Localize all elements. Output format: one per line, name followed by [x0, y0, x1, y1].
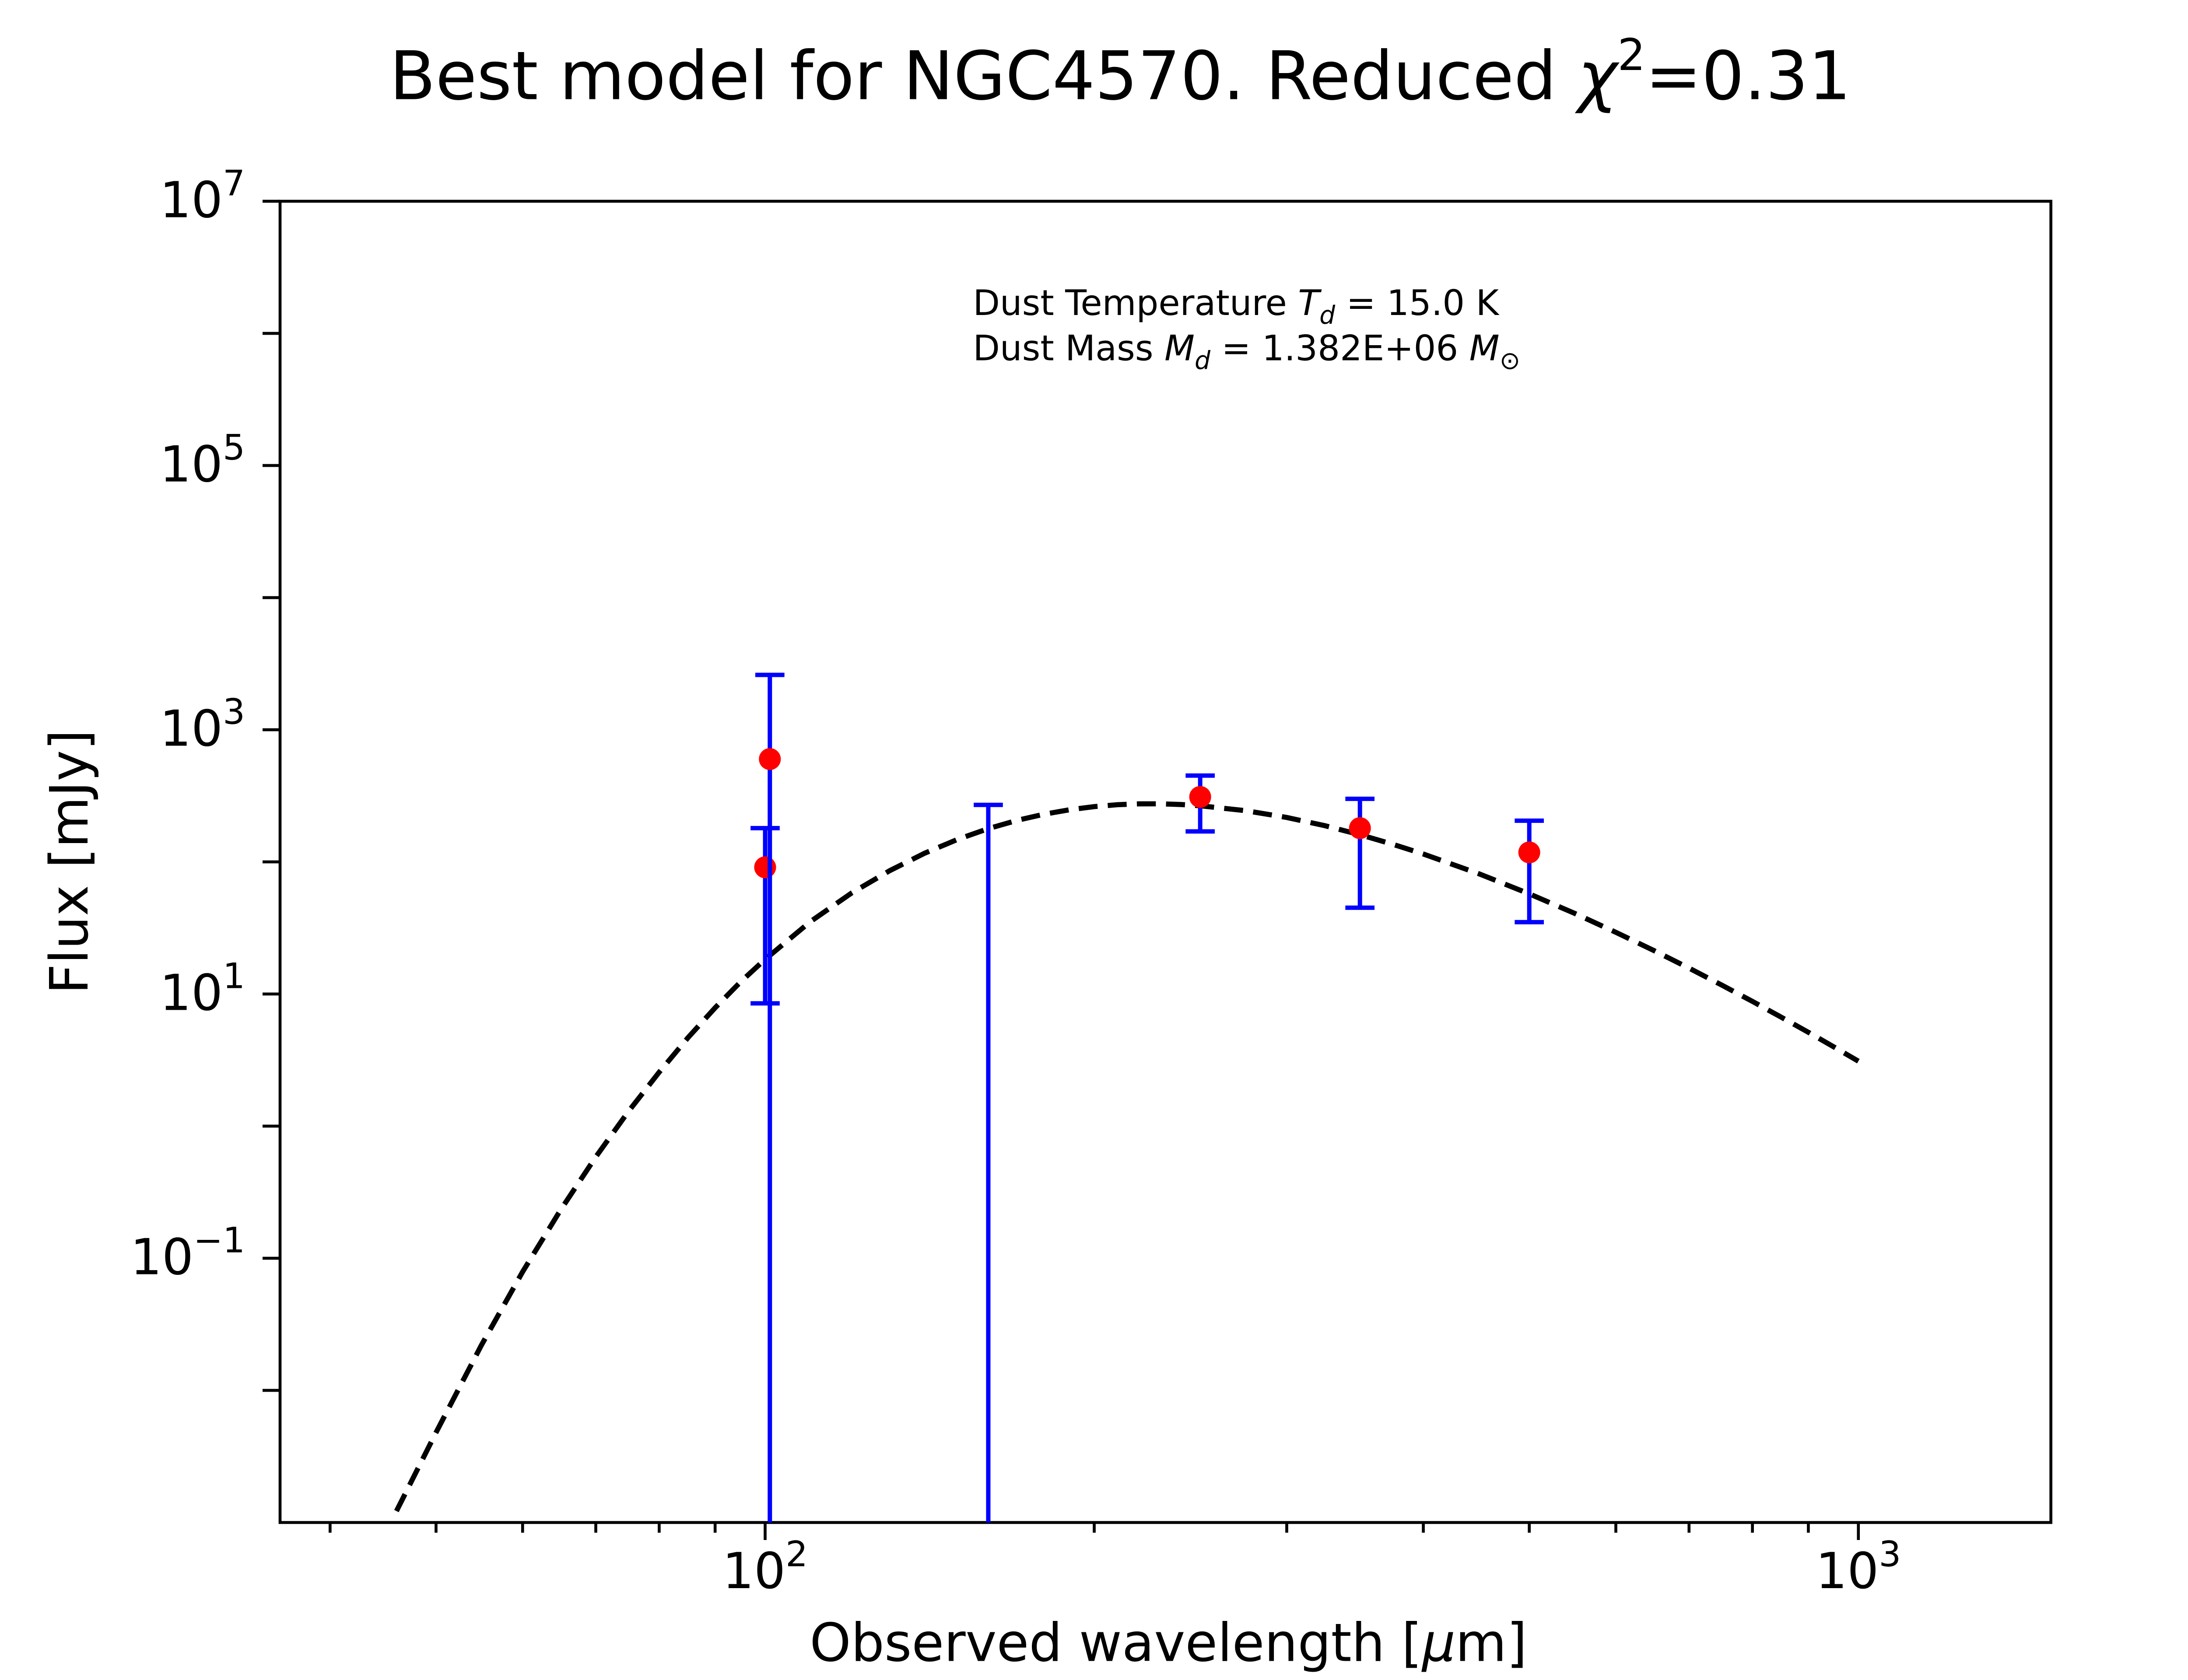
x-tick-label-100-base: 10 — [722, 1542, 785, 1600]
y-axis-label: Flux [mJy] — [39, 730, 100, 994]
data-point-6 — [1518, 841, 1540, 864]
x-axis-label-unit: m] — [1455, 1613, 1527, 1674]
model-curve — [394, 801, 1860, 1512]
observation-4 — [1185, 773, 1215, 834]
y-tick-label-1-base: 10 — [160, 964, 223, 1022]
y-tick-label-5-exp: 5 — [223, 427, 245, 468]
chart-title-chi: χ — [1575, 38, 1620, 116]
x-tick-label-1000: 103 — [1816, 1534, 1901, 1600]
y-tick-label-7-base: 10 — [160, 172, 223, 229]
annotation-line-2-mid: = 1.382E+06 — [1210, 328, 1469, 368]
y-tick-label-3: 103 — [160, 692, 245, 758]
x-tick-label-100-exp: 2 — [785, 1534, 808, 1575]
x-tick-label-1000-exp: 3 — [1879, 1534, 1901, 1575]
data-point-5 — [1349, 817, 1371, 839]
observation-1 — [750, 826, 780, 1006]
y-tick-label-−1-base: 10 — [130, 1228, 193, 1286]
model-layer — [394, 801, 1860, 1512]
annotation-line-2: Dust Mass Md = 1.382E+06 M⊙ — [973, 328, 1520, 375]
chart-title-sup: 2 — [1617, 29, 1645, 80]
chart-title-main: Best model for NGC4570. Reduced — [389, 38, 1578, 116]
annotation-line-2-sub-2: ⊙ — [1500, 346, 1520, 375]
data-point-2 — [759, 748, 781, 770]
y-tick-label-5-base: 10 — [160, 436, 223, 494]
x-tick-label-100: 102 — [722, 1534, 808, 1600]
annotation-line-1: Dust Temperature Td = 15.0 K — [973, 283, 1500, 330]
y-tick-label-5: 105 — [160, 427, 245, 494]
chart-title-value: =0.31 — [1645, 38, 1851, 116]
observation-layer — [750, 672, 1544, 1522]
axes-frame — [278, 200, 2052, 1524]
x-tick-label-1000-base: 10 — [1816, 1542, 1879, 1600]
y-tick-label-1-exp: 1 — [223, 956, 245, 997]
observation-6 — [1515, 818, 1544, 924]
annotation-line-2-symbol-2: M — [1469, 328, 1500, 368]
data-point-4 — [1189, 786, 1211, 808]
annotation-line-1-suffix: = 15.0 K — [1335, 283, 1500, 323]
x-axis-label-mu: μ — [1421, 1613, 1455, 1674]
y-tick-label-7-exp: 7 — [223, 163, 245, 204]
x-tick-layer: 102 103 — [328, 1522, 1901, 1600]
x-axis-label: Observed wavelength [μm] — [810, 1613, 1527, 1674]
observation-2 — [755, 672, 785, 1522]
y-tick-label-−1: 10−1 — [130, 1220, 245, 1286]
y-tick-label-1: 101 — [160, 956, 245, 1022]
x-axis-label-main: Observed wavelength [ — [810, 1613, 1422, 1674]
y-tick-label-−1-exp: −1 — [193, 1220, 245, 1261]
observation-5 — [1345, 796, 1375, 910]
annotation-line-2-prefix: Dust Mass — [973, 328, 1164, 368]
y-tick-label-3-base: 10 — [160, 700, 223, 758]
chart-title: Best model for NGC4570. Reduced χ2=0.31 — [389, 29, 1851, 116]
y-tick-label-7: 107 — [160, 163, 245, 229]
data-point-1 — [754, 856, 776, 878]
annotation-line-2-sub: d — [1195, 346, 1211, 375]
annotation-line-1-prefix: Dust Temperature — [973, 283, 1298, 323]
annotation-line-2-symbol: M — [1164, 328, 1195, 368]
annotation-line-1-symbol: T — [1298, 283, 1322, 323]
y-tick-label-3-exp: 3 — [223, 692, 245, 732]
observation-3 — [974, 802, 1003, 1522]
annotation-line-1-sub: d — [1319, 301, 1336, 330]
